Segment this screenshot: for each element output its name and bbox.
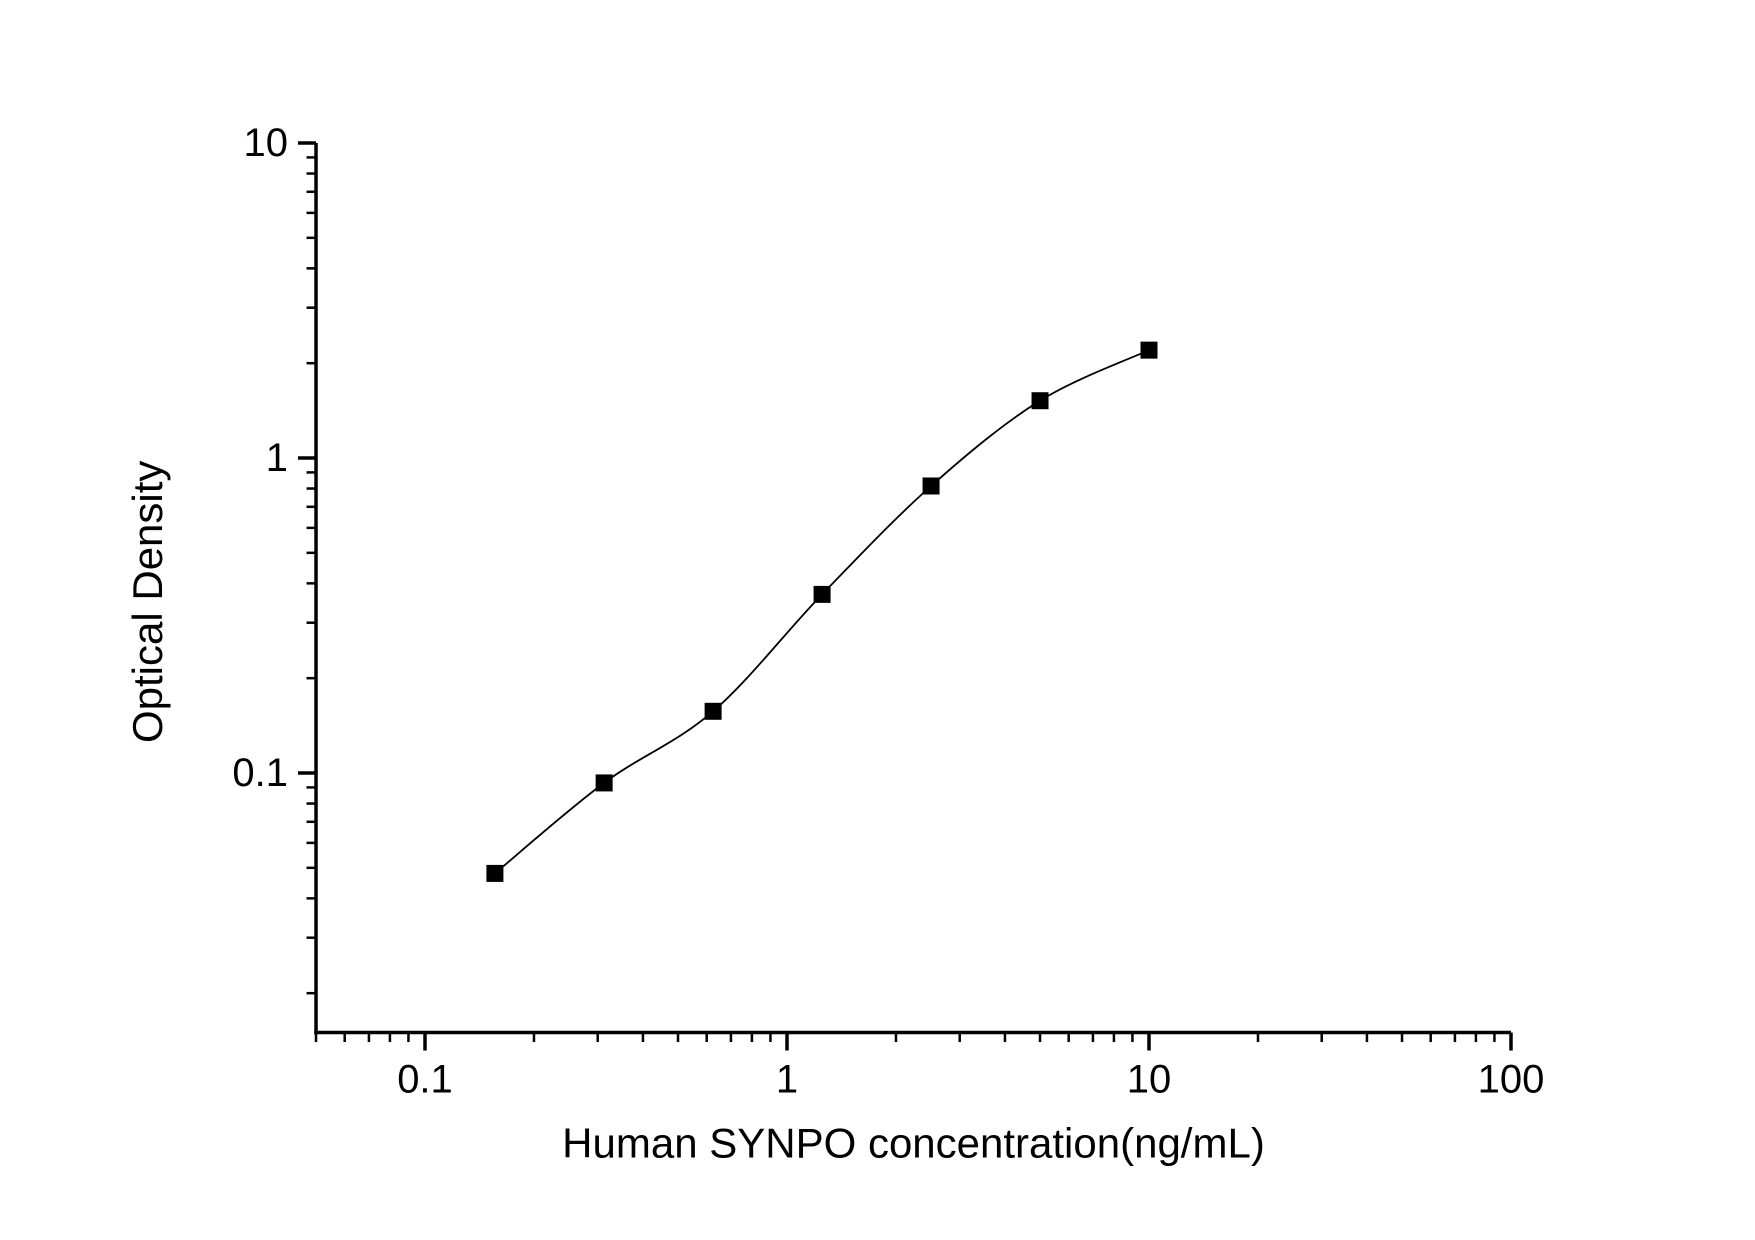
data-point-marker <box>595 774 613 792</box>
x-tick-label: 1 <box>776 1058 798 1102</box>
x-tick-label: 100 <box>1478 1058 1545 1102</box>
y-tick-label: 1 <box>266 436 288 480</box>
data-point-marker <box>922 477 940 495</box>
axis-ticks <box>298 141 1513 1051</box>
y-tick-label: 0.1 <box>232 751 288 795</box>
y-tick-label: 10 <box>244 121 289 165</box>
data-point-marker <box>486 864 504 882</box>
x-axis-title: Human SYNPO concentration(ng/mL) <box>562 1120 1265 1167</box>
axis-tick-labels: 0.1 1 10 100 10 1 0.1 <box>232 121 1544 1102</box>
data-points <box>486 341 1158 882</box>
data-point-marker <box>1140 341 1158 359</box>
data-point-marker <box>704 702 722 720</box>
x-tick-label: 0.1 <box>397 1058 453 1102</box>
data-point-marker <box>1031 392 1049 410</box>
y-axis-title: Optical Density <box>124 461 171 743</box>
x-tick-label: 10 <box>1127 1058 1172 1102</box>
data-point-marker <box>813 585 831 603</box>
fit-curve-line <box>494 349 1150 875</box>
axes <box>314 143 1511 1035</box>
